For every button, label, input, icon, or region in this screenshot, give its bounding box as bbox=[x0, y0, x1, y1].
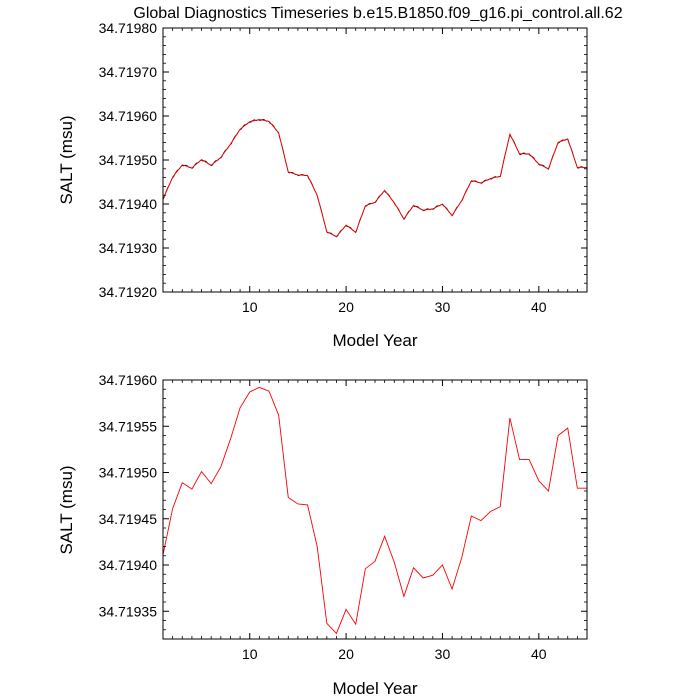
bottom-panel-frame bbox=[162, 379, 588, 640]
bottom-y-tick-label: 34.71940 bbox=[99, 557, 158, 573]
top-x-tick-label: 20 bbox=[338, 299, 354, 315]
top-y-tick-label: 34.71940 bbox=[99, 196, 158, 212]
bottom-y-tick-label: 34.71960 bbox=[99, 372, 158, 388]
top-y-tick-label: 34.71980 bbox=[99, 20, 158, 36]
bottom-panel: 10 20 30 40 34.71935 34.71940 34.71945 34.71950… bbox=[57, 372, 588, 698]
top-panel-axes: 10 20 30 40 34.71920 34.71930 34.71940 34.71950… bbox=[99, 20, 588, 315]
bottom-x-tick-label: 40 bbox=[531, 646, 547, 662]
top-panel-frame bbox=[162, 27, 588, 293]
bottom-y-tick-label: 34.71945 bbox=[99, 511, 158, 527]
bottom-y-axis-label: SALT (msu) bbox=[57, 465, 76, 554]
bottom-panel-axes: 10 20 30 40 34.71935 34.71940 34.71945 34.71950… bbox=[99, 372, 588, 662]
bottom-y-tick-label: 34.71950 bbox=[99, 465, 158, 481]
top-panel-series bbox=[163, 119, 587, 238]
bottom-x-tick-label: 10 bbox=[242, 646, 258, 662]
bottom-y-tick-label: 34.71955 bbox=[99, 418, 158, 434]
top-y-tick-label: 34.71920 bbox=[99, 284, 158, 300]
top-y-tick-label: 34.71950 bbox=[99, 152, 158, 168]
top-y-tick-label: 34.71930 bbox=[99, 240, 158, 256]
bottom-x-tick-label: 30 bbox=[435, 646, 451, 662]
top-annual-mean-series-line bbox=[163, 119, 587, 238]
top-x-tick-label: 30 bbox=[435, 299, 451, 315]
bottom-annual-mean-series-line bbox=[163, 386, 587, 635]
bottom-y-tick-label: 34.71935 bbox=[99, 603, 158, 619]
bottom-panel-series bbox=[163, 386, 587, 635]
top-monthly-series-line bbox=[163, 119, 587, 238]
top-x-tick-label: 40 bbox=[531, 299, 547, 315]
bottom-x-tick-label: 20 bbox=[338, 646, 354, 662]
bottom-x-axis-label: Model Year bbox=[332, 679, 417, 698]
top-x-tick-label: 10 bbox=[242, 299, 258, 315]
top-x-axis-label: Model Year bbox=[332, 331, 417, 350]
chart-title: Global Diagnostics Timeseries b.e15.B185… bbox=[133, 5, 622, 22]
top-y-tick-label: 34.71960 bbox=[99, 108, 158, 124]
top-panel: Global Diagnostics Timeseries b.e15.B185… bbox=[57, 5, 623, 350]
top-y-tick-label: 34.71970 bbox=[99, 64, 158, 80]
top-y-axis-label: SALT (msu) bbox=[57, 115, 76, 204]
